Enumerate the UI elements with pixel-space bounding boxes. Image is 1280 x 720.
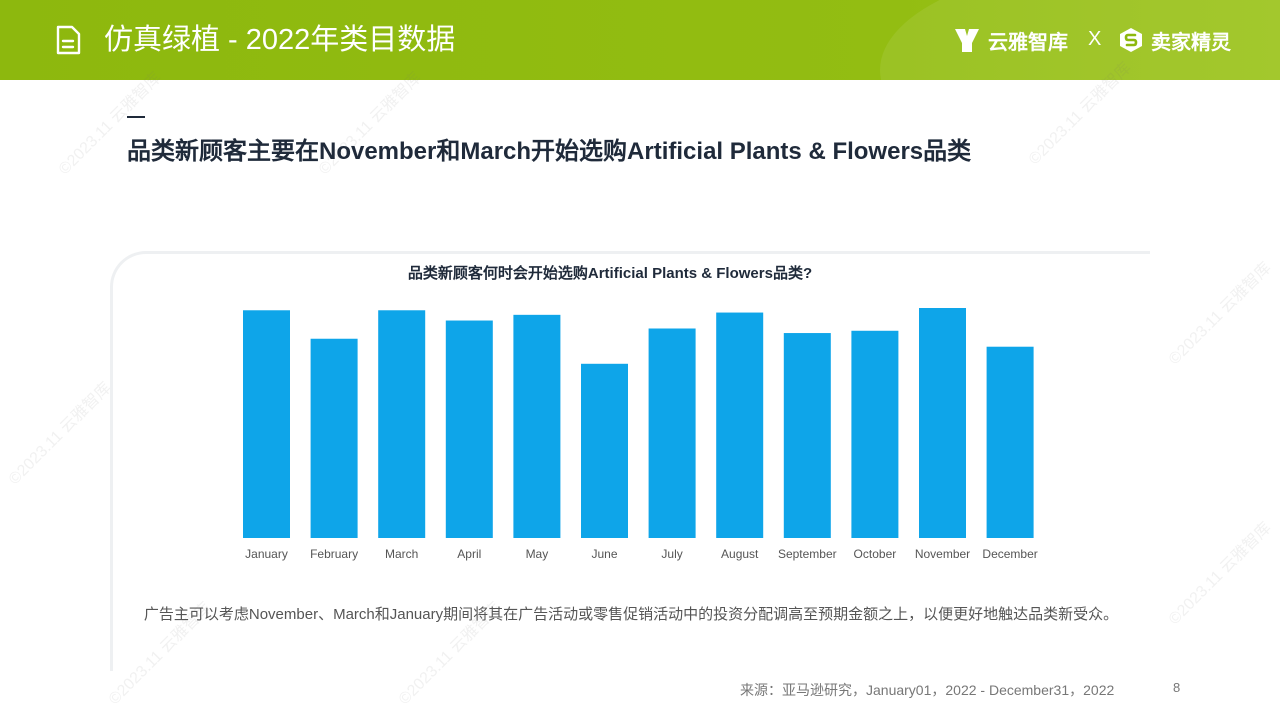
x-tick-label: January bbox=[245, 547, 288, 561]
x-tick-label: May bbox=[526, 547, 549, 561]
bar-chart: January February March April May June July Augu… bbox=[243, 308, 1038, 561]
x-tick-label: December bbox=[982, 547, 1037, 561]
page-number: 8 bbox=[1173, 680, 1181, 695]
x-tick-label: September bbox=[778, 547, 837, 561]
bar-october bbox=[851, 330, 899, 538]
brand-separator: X bbox=[1088, 28, 1102, 50]
brand-yunya: 云雅智库 bbox=[952, 24, 1068, 56]
brand-maijia-label: 卖家精灵 bbox=[1151, 31, 1231, 54]
x-tick-label: July bbox=[661, 547, 682, 561]
x-tick-label: June bbox=[591, 547, 617, 561]
chart-card bbox=[110, 251, 1150, 671]
header-decoration bbox=[880, 0, 1280, 80]
x-tick-label: October bbox=[854, 547, 897, 561]
bar-november bbox=[919, 308, 966, 538]
x-tick-label: March bbox=[385, 547, 418, 561]
x-tick-label: August bbox=[721, 547, 759, 561]
watermark: ©2023.11 云雅智库 bbox=[1165, 519, 1275, 629]
headline: 品类新顾客主要在November和March开始选购Artificial Pla… bbox=[127, 138, 972, 165]
x-tick-label: February bbox=[310, 547, 358, 561]
bar-february bbox=[310, 338, 358, 538]
headline-dash bbox=[127, 116, 145, 118]
x-tick-label: November bbox=[915, 547, 970, 561]
watermark: ©2023.11 云雅智库 bbox=[5, 379, 115, 489]
page-title: 仿真绿植 - 2022年类目数据 bbox=[104, 24, 456, 56]
bar-december bbox=[986, 346, 1034, 538]
chart-title: 品类新顾客何时会开始选购Artificial Plants & Flowers品… bbox=[407, 265, 813, 282]
bar-june bbox=[581, 363, 628, 538]
bar-may bbox=[513, 314, 561, 538]
bar-september bbox=[783, 333, 831, 538]
maijia-logo-icon bbox=[1120, 28, 1142, 52]
x-tick-label: April bbox=[457, 547, 481, 561]
header-bar: 仿真绿植 - 2022年类目数据 云雅智库 X 卖家精灵 bbox=[0, 0, 1280, 80]
bar-august bbox=[716, 312, 764, 538]
yunya-logo-icon bbox=[955, 29, 979, 52]
bar-january bbox=[243, 310, 290, 538]
recommendation-note: 广告主可以考虑November、March和January期间将其在广告活动或零… bbox=[143, 606, 1119, 623]
brand-maijia: 卖家精灵 bbox=[1117, 24, 1231, 56]
bar-march bbox=[378, 310, 426, 538]
source-citation: 来源：亚马逊研究，January01，2022 - December31，202… bbox=[740, 682, 1115, 698]
bar-july bbox=[648, 328, 696, 538]
brand-yunya-label: 云雅智库 bbox=[988, 31, 1068, 54]
bar-april bbox=[445, 320, 493, 538]
document-icon bbox=[56, 25, 81, 55]
